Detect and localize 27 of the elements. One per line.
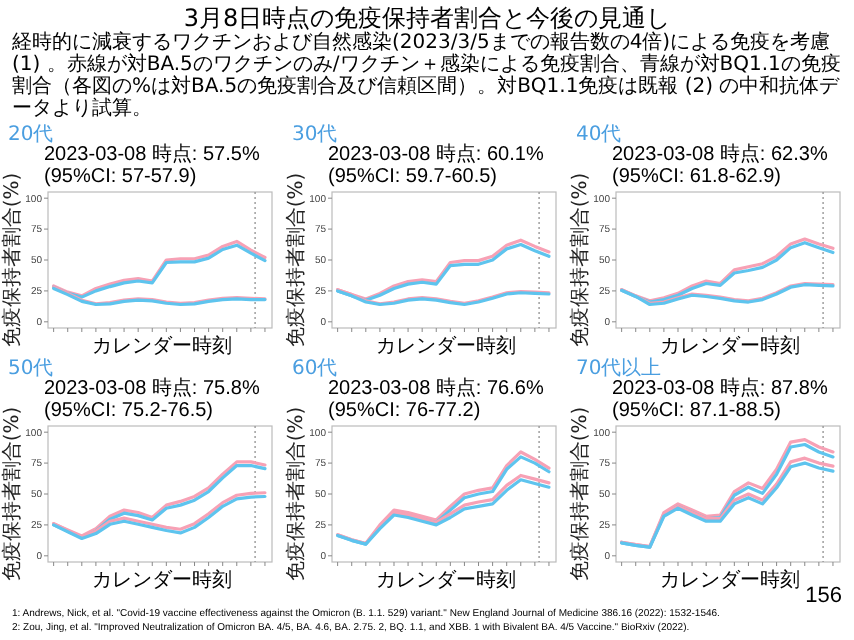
x-axis-title: カレンダー時刻: [92, 336, 232, 358]
text: 経時的に減衰するワクチンおよび自然感染(2023/3/5までの報告数の4倍)による免疫を考慮 (1) 。赤線が対BA.5のワクチンのみ/ワクチン＋感染による免疫割合、青線が対BQ1.1の免疫割合（各図の%は対BA.5の免疫割合及び信頼区間）。対BQ1.1免疫は既報 (2) の中和抗体データより試算。: [12, 32, 842, 120]
y-axis-title: 免疫保持者割合(%): [568, 406, 592, 582]
chart-title: 60代: [290, 358, 340, 380]
y-axis-title: 免疫保持者割合(%): [0, 406, 24, 582]
x-axis-title: カレンダー時刻: [660, 336, 800, 358]
chart-subtitle: 2023-03-08 時点: 60.1% (95%CI: 59.7-60.5): [328, 144, 544, 187]
text: 3月8日時点の免疫保持者割合と今後の見通し: [181, 4, 673, 32]
x-axis-title: カレンダー時刻: [92, 570, 232, 592]
chart-subtitle: 2023-03-08 時点: 62.3% (95%CI: 61.8-62.9): [612, 144, 828, 187]
chart-title: 70代以上: [574, 358, 664, 380]
chart-subtitle: 2023-03-08 時点: 57.5% (95%CI: 57-57.9): [44, 144, 260, 187]
chart-title: 50代: [6, 358, 56, 380]
y-axis-title: 免疫保持者割合(%): [568, 172, 592, 348]
chart-subtitle: 2023-03-08 時点: 76.6% (95%CI: 76-77.2): [328, 378, 544, 421]
chart-title: 40代: [574, 124, 624, 146]
chart-title: 30代: [290, 124, 340, 146]
x-axis-title: カレンダー時刻: [376, 570, 516, 592]
chart-title: 20代: [6, 124, 56, 146]
chart-subtitle: 2023-03-08 時点: 75.8% (95%CI: 75.2-76.5): [44, 378, 260, 421]
y-axis-title: 免疫保持者割合(%): [284, 172, 308, 348]
x-axis-title: カレンダー時刻: [660, 570, 800, 592]
text: 156: [805, 584, 842, 608]
y-axis-title: 免疫保持者割合(%): [284, 406, 308, 582]
chart-subtitle: 2023-03-08 時点: 87.8% (95%CI: 87.1-88.5): [612, 378, 828, 421]
y-axis-title: 免疫保持者割合(%): [0, 172, 24, 348]
x-axis-title: カレンダー時刻: [376, 336, 516, 358]
